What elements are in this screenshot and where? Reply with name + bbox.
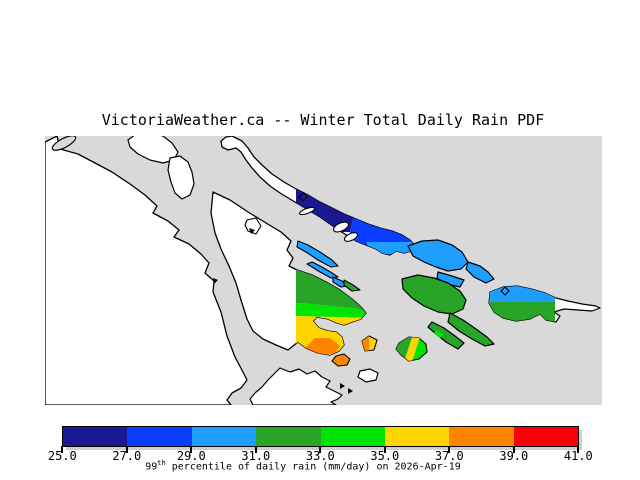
caption-text: percentile of daily rain (mm/day) on 202… [165, 461, 461, 473]
island-northwest-round [127, 136, 179, 164]
colorbar-segment-6 [449, 427, 514, 446]
islet-channel-2 [343, 232, 359, 242]
islet-brightgreen-tick [434, 330, 444, 338]
figure-title: VictoriaWeather.ca -- Winter Total Daily… [101, 111, 545, 129]
gray-islet [51, 136, 77, 151]
colorbar-segment-3 [256, 427, 321, 446]
colorbar-tick [190, 446, 193, 453]
colorbar-tick [512, 446, 515, 453]
islet-channel-1 [333, 221, 349, 233]
colorbar-tick-label: 31.0 [241, 449, 271, 463]
island-green-main [401, 274, 467, 315]
colorbar-segment-7 [513, 427, 578, 446]
lake-outline [244, 217, 262, 235]
colorbar-segment-5 [384, 427, 450, 446]
island-orcas-lobe-2 [436, 271, 465, 288]
colorbar-tick-label: 27.0 [112, 449, 142, 463]
islet-mixed-yellow [404, 337, 421, 361]
colorbar-tick [319, 446, 322, 453]
colorbar-segment-2 [191, 427, 257, 446]
island-northwest-long [167, 155, 195, 200]
tiny-islet-mark-4 [213, 278, 218, 284]
colorbar-tick-label: 29.0 [176, 449, 206, 463]
diamond-marker-2 [500, 286, 510, 296]
tiny-islet-mark-2 [348, 388, 353, 394]
colorbar-segment-0 [63, 427, 128, 446]
vancouver-island-coast [45, 136, 248, 405]
island-green-lopez [427, 321, 465, 350]
islet-channel-3 [298, 206, 316, 216]
island-orcas-lobe-3 [465, 261, 495, 284]
colorbar-segment-1 [127, 427, 192, 446]
islet-orange [331, 353, 351, 367]
colorbar-tick [254, 446, 257, 453]
colorbar-caption: 99th percentile of daily rain (mm/day) o… [0, 459, 606, 472]
colorbar-tick-label: 41.0 [563, 449, 593, 463]
colorbar-tick-label: 33.0 [305, 449, 335, 463]
tiny-islet-mark-3 [249, 228, 255, 234]
caption-superscript: th [157, 459, 166, 467]
colorbar-tick-label: 39.0 [499, 449, 529, 463]
islet-lightblue-sliver-2 [306, 261, 339, 279]
colorbar-tick [383, 446, 386, 453]
land-victoria-south [249, 367, 343, 405]
tiny-islet-mark-1 [340, 383, 345, 389]
band-brightgreen [296, 303, 366, 318]
colorbar-tick [61, 446, 64, 453]
colorbar-tick-label: 25.0 [47, 449, 77, 463]
colorbar-tick-label: 35.0 [370, 449, 400, 463]
islet-lightblue-sliver-1 [296, 240, 339, 268]
colorbar-tick [577, 446, 580, 453]
islet-green-small-1 [343, 279, 361, 292]
island-orcas-west [407, 239, 469, 272]
colorbar-segment-4 [320, 427, 385, 446]
colorbar [62, 426, 579, 447]
caption-number: 99 [145, 461, 158, 473]
islet-white-south [357, 368, 379, 383]
colorbar-tick [448, 446, 451, 453]
islet-orange-part [362, 336, 369, 351]
island-green-arm [447, 312, 495, 347]
colorbar-tick [125, 446, 128, 453]
diamond-marker-1 [298, 192, 308, 202]
colorbar-tick-label: 37.0 [434, 449, 464, 463]
